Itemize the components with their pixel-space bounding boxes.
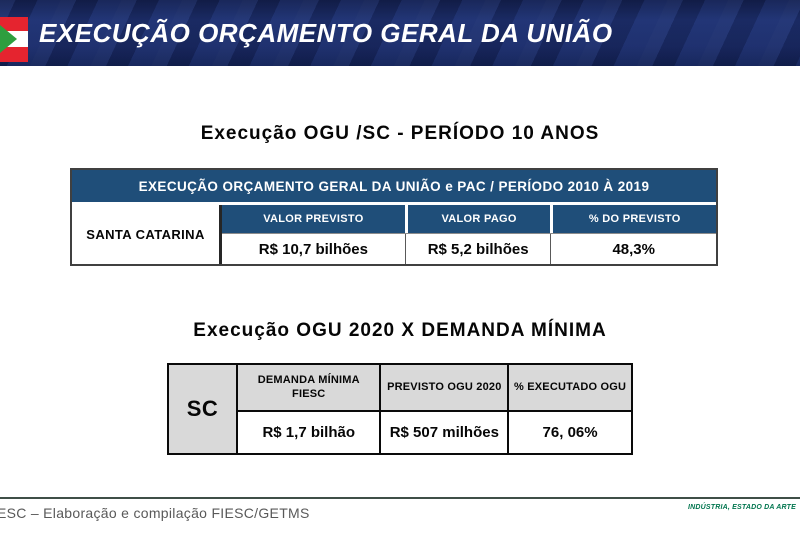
table2-columns-area: DEMANDA MÍNIMA FIESC PREVISTO OGU 2020 %… (238, 365, 631, 453)
column-header-cell: DEMANDA MÍNIMA FIESC (257, 373, 360, 400)
header-band: EXECUÇÃO ORÇAMENTO GERAL DA UNIÃO (0, 0, 800, 66)
table1-title-cell: EXECUÇÃO ORÇAMENTO GERAL DA UNIÃO e PAC … (72, 170, 716, 205)
footer-source-text: ESC – Elaboração e compilação FIESC/GETM… (0, 505, 310, 521)
table1-columns-area: VALOR PREVISTO VALOR PAGO % DO PREVISTO … (222, 205, 716, 264)
column-header-cell: % EXECUTADO OGU (507, 365, 631, 410)
value-cell: R$ 5,2 bilhões (404, 234, 551, 264)
value-cell: R$ 507 milhões (379, 412, 507, 453)
table1-value-row: R$ 10,7 bilhões R$ 5,2 bilhões 48,3% (222, 234, 716, 264)
table2-header-row: DEMANDA MÍNIMA FIESC PREVISTO OGU 2020 %… (238, 365, 631, 412)
value-cell: 48,3% (550, 234, 715, 264)
value-cell: 76, 06% (507, 412, 631, 453)
column-header-cell: PREVISTO OGU 2020 (379, 365, 507, 410)
table1-row-label-cell: SANTA CATARINA (72, 205, 222, 264)
column-header-cell: VALOR PREVISTO (222, 205, 405, 233)
table2-row-label-cell: SC (169, 365, 238, 453)
ogu-pac-table: EXECUÇÃO ORÇAMENTO GERAL DA UNIÃO e PAC … (70, 168, 718, 266)
section1-title: Execução OGU /SC - PERÍODO 10 ANOS (200, 123, 600, 144)
table1-header-row: VALOR PREVISTO VALOR PAGO % DO PREVISTO (222, 205, 716, 234)
table2-value-row: R$ 1,7 bilhão R$ 507 milhões 76, 06% (238, 412, 631, 453)
column-header-cell: VALOR PAGO (404, 205, 551, 233)
footer-divider (0, 497, 800, 499)
footer-slogan-text: INDÚSTRIA, ESTADO DA ARTE (687, 504, 796, 511)
table1-body: SANTA CATARINA VALOR PREVISTO VALOR PAGO… (72, 205, 716, 264)
column-header-cell: % DO PREVISTO (550, 205, 716, 233)
section2-title: Execução OGU 2020 X DEMANDA MÍNIMA (193, 320, 607, 341)
value-cell: R$ 10,7 bilhões (258, 240, 368, 258)
value-cell: R$ 1,7 bilhão (262, 424, 355, 441)
page-title: EXECUÇÃO ORÇAMENTO GERAL DA UNIÃO (39, 18, 613, 48)
demanda-minima-table: SC DEMANDA MÍNIMA FIESC PREVISTO OGU 202… (167, 363, 633, 455)
santa-catarina-flag-icon (0, 17, 28, 62)
